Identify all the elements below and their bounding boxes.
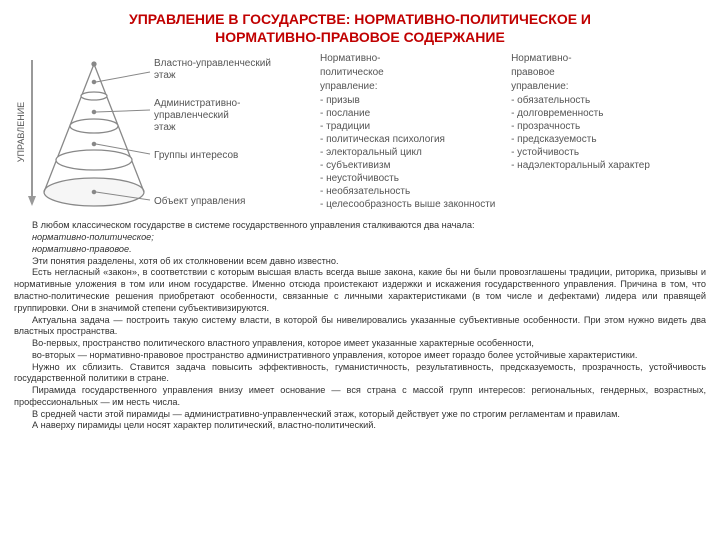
para: нормативно-политическое; [14,232,706,244]
col1-h3: управление: [320,80,505,93]
title-line-1: УПРАВЛЕНИЕ В ГОСУДАРСТВЕ: НОРМАТИВНО-ПОЛ… [129,11,591,27]
para: В любом классическом государстве в систе… [14,220,706,232]
svg-text:Объект управления: Объект управления [154,195,245,207]
list-item: - электоральный цикл [320,146,505,159]
list-item: - устойчивость [511,146,706,159]
col1-h1: Нормативно- [320,52,505,65]
para: Пирамида государственного управления вни… [14,385,706,409]
list-item: - прозрачность [511,120,706,133]
para: А наверху пирамиды цели носят характер п… [14,420,706,432]
list-item: - неустойчивость [320,172,505,185]
arrow-label: УПРАВЛЕНИЕ [16,102,26,162]
list-item: - традиции [320,120,505,133]
col2-h3: управление: [511,80,706,93]
list-item: - целесообразность выше законности [320,198,505,211]
para: Нужно их сблизить. Ставится задача повыс… [14,362,706,386]
col2-h2: правовое [511,66,706,79]
svg-text:Властно-управленческий: Властно-управленческий [154,58,271,69]
title-line-2: НОРМАТИВНО-ПРАВОВОЕ СОДЕРЖАНИЕ [215,29,505,45]
cone-diagram: УПРАВЛЕНИЕ Властно-управл [14,52,314,214]
svg-text:управленческий: управленческий [154,110,229,121]
column-political: Нормативно- политическое управление: - п… [320,52,505,214]
list-item: - долговременность [511,107,706,120]
list-item: - политическая психология [320,133,505,146]
svg-text:этаж: этаж [154,70,176,81]
diagram-row: УПРАВЛЕНИЕ Властно-управл [14,52,706,214]
para: нормативно-правовое. [14,244,706,256]
main-title: УПРАВЛЕНИЕ В ГОСУДАРСТВЕ: НОРМАТИВНО-ПОЛ… [14,10,706,46]
list-item: - послание [320,107,505,120]
para: Актуальна задача — построить такую систе… [14,315,706,339]
list-item: - субъективизм [320,159,505,172]
para: Эти понятия разделены, хотя об их столкн… [14,256,706,268]
col1-h2: политическое [320,66,505,79]
para: Есть негласный «закон», в соответствии с… [14,267,706,314]
col2-h1: Нормативно- [511,52,706,65]
body-text: В любом классическом государстве в систе… [14,220,706,432]
list-item: - предсказуемость [511,133,706,146]
list-item: - обязательность [511,94,706,107]
svg-text:этаж: этаж [154,122,176,133]
svg-text:Административно-: Административно- [154,98,240,109]
para: во-вторых — нормативно-правовое простран… [14,350,706,362]
para: В средней части этой пирамиды — админист… [14,409,706,421]
para: Во-первых, пространство политического вл… [14,338,706,350]
column-legal: Нормативно- правовое управление: - обяза… [511,52,706,214]
list-item: - надэлекторальный характер [511,159,706,172]
list-item: - призыв [320,94,505,107]
list-item: - необязательность [320,185,505,198]
svg-text:Группы интересов: Группы интересов [154,150,238,161]
